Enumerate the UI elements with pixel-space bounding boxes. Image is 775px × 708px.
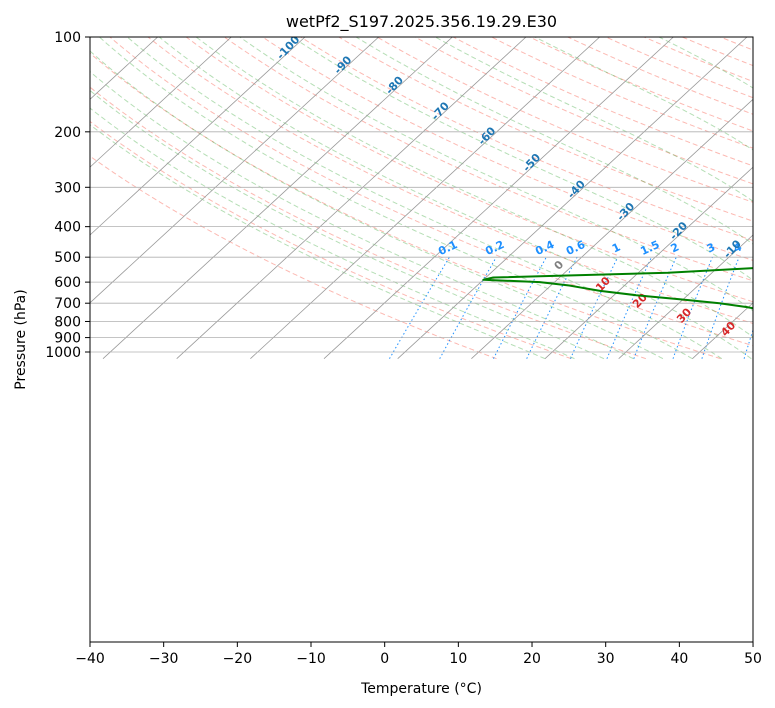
moist-adiabat (90, 50, 664, 360)
isotherm (90, 37, 232, 168)
moist-adiabat (239, 37, 753, 312)
dry-adiabat (90, 120, 572, 360)
y-tick-label: 200 (54, 125, 81, 141)
dry-adiabat (90, 52, 721, 360)
dry-adiabat (300, 37, 753, 242)
chart-title: wetPf2_S197.2025.356.19.29.E30 (286, 12, 557, 32)
x-tick-label: −20 (223, 651, 253, 667)
y-tick-label: 900 (54, 331, 81, 347)
dry-adiabat (414, 37, 753, 185)
isotherm (544, 166, 753, 359)
dry-adiabat (90, 155, 497, 360)
x-tick-label: 50 (744, 651, 762, 667)
y-tick-label: 300 (54, 180, 81, 196)
moist-adiabat (291, 37, 753, 281)
x-axis-ticks: −40 −30 −20 −10 0 10 20 30 40 50 (75, 642, 762, 667)
isotherm (397, 37, 748, 359)
moist-adiabat (90, 107, 575, 360)
y-tick-label: 600 (54, 275, 81, 291)
y-tick-label: 400 (54, 220, 81, 236)
isotherm (90, 37, 379, 304)
mixing-ratio-line (633, 256, 677, 359)
y-tick-label: 100 (54, 30, 81, 46)
y-axis-label: Pressure (hPa) (13, 289, 29, 389)
isobars (90, 37, 753, 353)
x-tick-label: −40 (75, 651, 105, 667)
mixing-ratio-line (606, 256, 652, 359)
x-tick-label: −10 (296, 651, 326, 667)
dry-adiabat (185, 37, 753, 303)
dry-adiabat (224, 37, 753, 282)
dry-adiabat (262, 37, 753, 261)
x-tick-label: −30 (149, 651, 179, 667)
x-axis-label: Temperature (°C) (360, 681, 482, 697)
mixing-ratio-line (743, 328, 753, 359)
dry-adiabat (90, 86, 647, 360)
mixing-ratio-line (389, 256, 450, 359)
moist-adiabat (435, 37, 753, 202)
mixing-ratio-line (672, 256, 713, 359)
isotherm (90, 37, 306, 236)
isotherms (90, 37, 753, 359)
isotherm (102, 37, 453, 359)
x-tick-label: 20 (523, 651, 541, 667)
y-tick-label: 500 (54, 250, 81, 266)
isotherm (618, 234, 753, 359)
moist-adiabat (90, 70, 634, 360)
moist-adiabat (158, 37, 752, 360)
dry-adiabat (376, 37, 753, 203)
moist-adiabat (126, 37, 723, 360)
moist-adiabat (195, 37, 753, 338)
isotherm (90, 37, 158, 100)
x-tick-label: 0 (380, 651, 389, 667)
mixing-ratio-line (493, 256, 547, 359)
y-tick-label: 700 (54, 296, 81, 312)
plot-frame (89, 36, 754, 643)
moist-adiabat (90, 124, 546, 360)
isotherm (323, 37, 674, 359)
y-tick-label: 800 (54, 314, 81, 330)
x-tick-label: 40 (670, 651, 688, 667)
isotherm (692, 302, 753, 359)
x-tick-label: 10 (449, 651, 467, 667)
moist-adiabat (90, 89, 605, 360)
isotherm (176, 37, 527, 359)
x-tick-label: 30 (597, 651, 615, 667)
isotherm (471, 98, 753, 359)
y-tick-label: 1000 (45, 345, 81, 361)
moist-adiabat (355, 37, 753, 245)
isotherm (250, 37, 600, 359)
